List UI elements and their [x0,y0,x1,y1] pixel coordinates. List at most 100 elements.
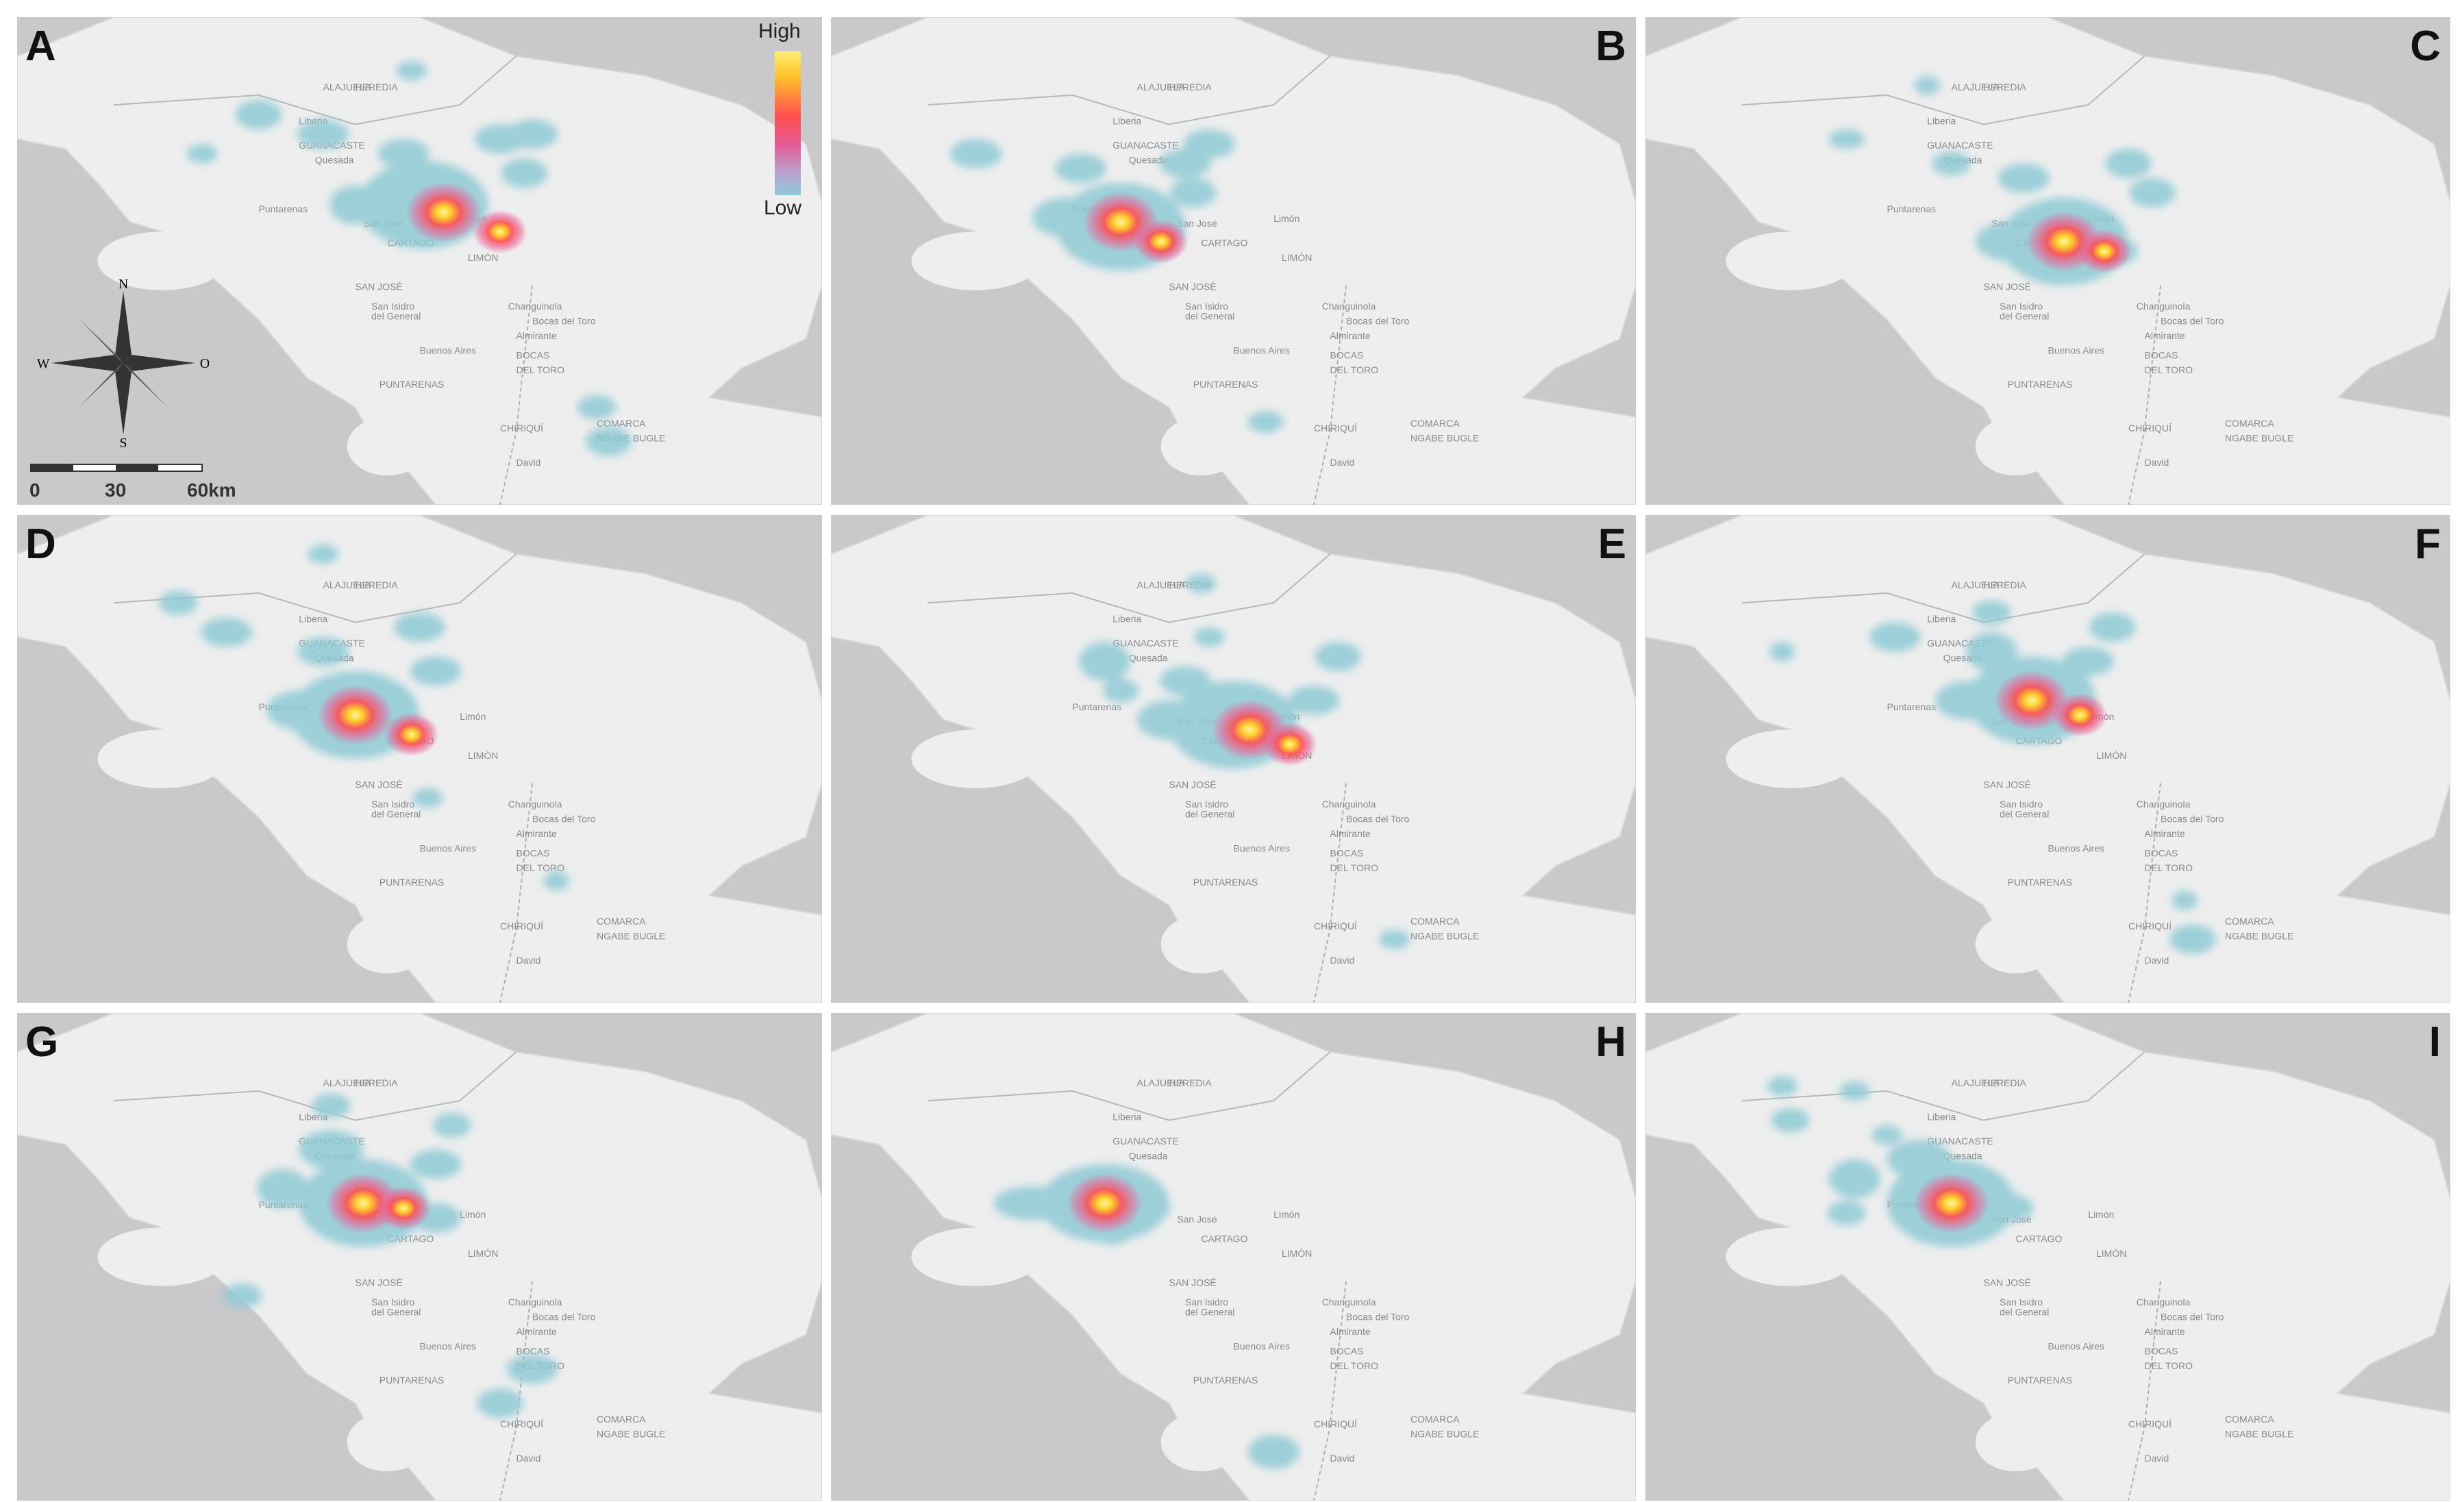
place-label: Limón [1273,1209,1299,1220]
place-label: Quesada [1129,155,1168,166]
density-blob [432,1112,471,1138]
place-label: DEL TORO [2145,364,2193,375]
place-label: GUANACASTE [1112,1136,1178,1147]
place-label: Changuinola [2137,301,2191,312]
place-label: Quesada [1129,653,1168,664]
place-label: COMARCA [1410,916,1460,927]
place-label: SAN JOSÉ [356,1277,403,1288]
place-label: Changuinola [2137,1297,2191,1307]
density-blob [1102,678,1139,703]
place-label: Buenos Aires [2048,1340,2105,1351]
density-blob [949,139,1002,168]
province-border [1741,1051,2145,1121]
map-panel-a: LiberiaGUANACASTEALAJUELAHEREDIAQuesadaP… [17,17,822,505]
place-label: Changuinola [508,301,562,312]
place-label: HEREDIA [1169,82,1212,92]
land-area [831,1013,1636,1501]
place-label: del General [2000,310,2049,321]
density-blob [1288,686,1340,715]
place-label: CHIRIQUÍ [500,1418,543,1429]
place-label: DEL TORO [2145,1360,2193,1371]
place-label: HEREDIA [356,579,399,590]
place-label: ALAJUELA [1952,1077,2000,1088]
country-border [1313,783,1347,1003]
place-label: David [517,955,541,966]
place-label: Liberia [1112,116,1141,127]
map-panel-g: LiberiaGUANACASTEALAJUELAHEREDIAQuesadaP… [17,1013,822,1501]
place-label: DEL TORO [1330,1360,1379,1371]
density-blob [1169,177,1217,208]
place-label: CHIRIQUÍ [500,423,543,434]
place-label: Liberia [1927,116,1956,127]
place-label: San Isidro [2000,1297,2043,1307]
place-label: Changuinola [508,1297,562,1307]
place-label: LIMÓN [2096,750,2126,761]
place-label: BOCAS [2145,349,2178,360]
hotspot [473,210,527,254]
density-blob [1315,642,1362,671]
density-blob [1887,1140,1952,1179]
place-label: ALAJUELA [323,1077,372,1088]
density-blob [1185,573,1217,593]
heatmap-svg: LiberiaGUANACASTEALAJUELAHEREDIAQuesadaP… [1645,1013,2450,1501]
land-area [17,17,822,505]
place-label: BOCAS [1330,349,1364,360]
country-border [2128,285,2161,505]
density-blob [200,617,253,647]
density-blob [1078,642,1131,681]
density-blob [410,1149,462,1179]
density-blob [1054,153,1106,184]
place-label: ALAJUELA [1137,1077,1186,1088]
place-label: San Isidro [2000,301,2043,312]
hotspot [1913,1173,1989,1234]
place-label: BOCAS [1330,847,1364,858]
density-blob [2129,177,2176,208]
place-label: Buenos Aires [1234,345,1291,355]
peninsula [1975,416,2056,476]
compass-w: W [38,356,50,371]
place-label: SAN JOSÉ [356,779,403,790]
peninsula [911,729,1041,788]
place-label: Bocas del Toro [532,814,596,825]
place-label: Bocas del Toro [2161,316,2224,327]
heatmap-svg: LiberiaGUANACASTEALAJUELAHEREDIAQuesadaP… [831,1013,1636,1501]
place-label: NGABE BUGLE [2225,432,2293,443]
country-border [499,783,533,1003]
map-panel-f: Liberia GUANACASTE ALAJUELA HEREDIA Quesada P… [1645,515,2450,1003]
province-border [113,553,517,623]
place-label: San Isidro [371,799,414,810]
place-label: DEL TORO [517,862,565,873]
heat-legend: High Low [743,20,819,219]
place-label: Buenos Aires [2048,345,2105,355]
density-blob [307,544,339,564]
place-label: Changuinola [1322,1297,1376,1307]
place-label: SAN JOSÉ [1169,1277,1217,1288]
place-label: Bocas del Toro [1346,814,1410,825]
place-label: Almirante [2145,330,2185,341]
peninsula [1726,1227,1855,1286]
compass-n: N [119,277,128,292]
place-label: Buenos Aires [2048,842,2105,853]
place-label: Puntarenas [259,203,308,214]
place-label: LIMÓN [468,750,498,761]
country-border [499,1281,533,1501]
density-blob [501,158,548,188]
place-label: David [517,457,541,468]
peninsula [97,231,227,290]
place-label: Almirante [1330,330,1371,341]
hotspot [376,1186,431,1230]
place-label: Changuinola [508,799,562,810]
land-area [1645,1013,2450,1501]
density-blob [1247,411,1284,433]
place-label: COMARCA [597,916,646,927]
heatmap-svg: LiberiaGUANACASTEALAJUELAHEREDIAQuesadaP… [17,1013,822,1501]
place-label: GUANACASTE [1927,1136,1993,1147]
place-label: BOCAS [1330,1345,1364,1356]
land-area [831,17,1636,505]
place-label: Buenos Aires [420,1340,477,1351]
place-label: CHIRIQUÍ [2128,1418,2171,1429]
density-blob [1972,600,2011,625]
place-label: PUNTARENAS [2008,379,2073,390]
